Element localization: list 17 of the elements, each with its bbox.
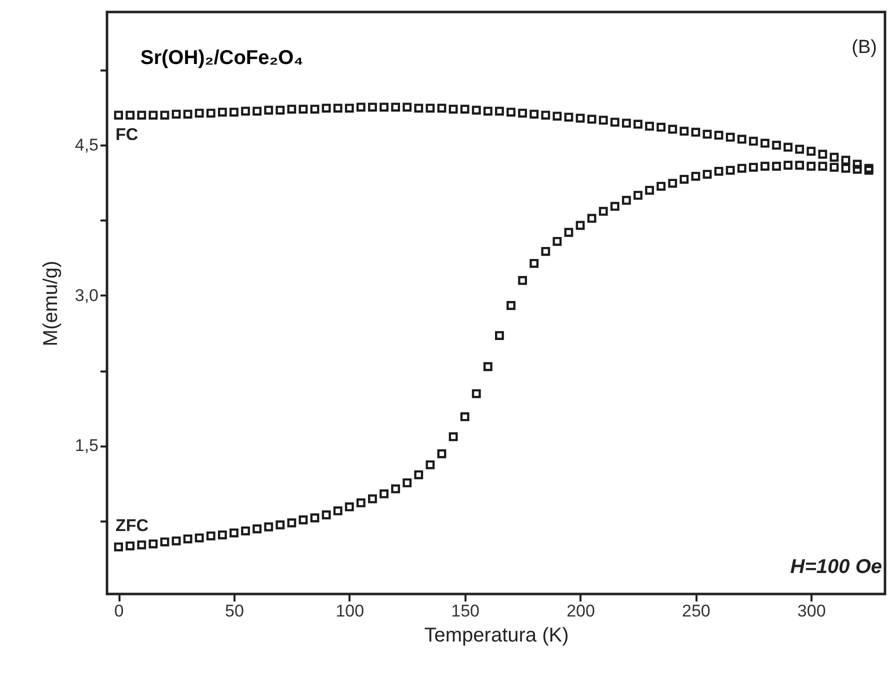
series-label: ZFC [116,516,149,535]
x-tick-label: 0 [114,602,124,620]
y-axis-title: M(emu/g) [40,260,62,346]
x-tick-label: 250 [682,602,710,620]
annotation: (B) [852,37,877,58]
x-tick-label: 300 [797,602,826,620]
x-tick-label: 100 [336,602,364,620]
y-tick-label: 3,0 [74,286,98,305]
x-tick-label: 150 [451,602,480,620]
x-tick-label: 200 [566,602,595,620]
text: Sr(OH)₂/CoFe₂O₄ [140,47,304,69]
x-tick-label: 50 [225,602,244,620]
annotation: H=100 Oe [790,556,882,578]
x-axis-title: Temperatura (K) [424,624,569,646]
y-tick-label: 1,5 [74,436,98,456]
series-label: FC [116,125,138,144]
y-tick-label: 4,5 [74,136,98,155]
